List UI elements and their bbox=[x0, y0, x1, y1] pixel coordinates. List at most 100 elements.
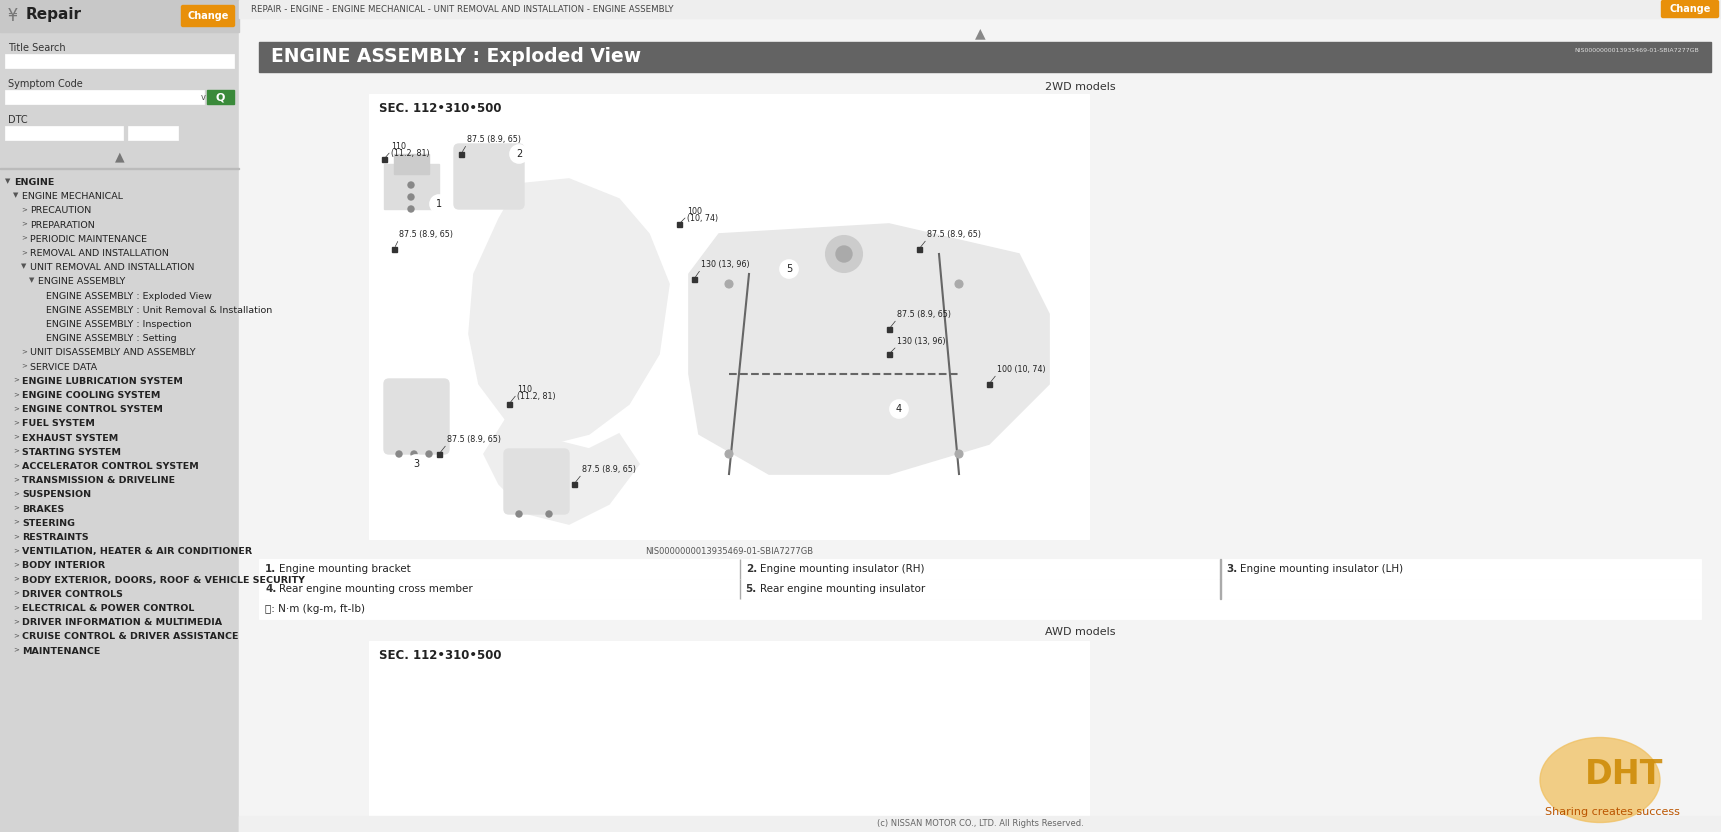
Text: Rear engine mounting insulator: Rear engine mounting insulator bbox=[759, 584, 924, 594]
Bar bbox=[692, 276, 697, 281]
Circle shape bbox=[396, 451, 403, 457]
Circle shape bbox=[546, 511, 552, 517]
Bar bbox=[239, 816, 1721, 832]
Bar bbox=[258, 42, 1711, 72]
Bar bbox=[5, 54, 234, 68]
Text: STARTING SYSTEM: STARTING SYSTEM bbox=[22, 448, 120, 457]
Text: >: > bbox=[21, 249, 28, 255]
Text: (11.2, 81): (11.2, 81) bbox=[516, 392, 556, 401]
Text: 87.5 (8.9, 65): 87.5 (8.9, 65) bbox=[928, 230, 981, 239]
Circle shape bbox=[725, 280, 733, 288]
Text: ENGINE ASSEMBLY : Unit Removal & Installation: ENGINE ASSEMBLY : Unit Removal & Install… bbox=[46, 306, 272, 314]
Text: SERVICE DATA: SERVICE DATA bbox=[29, 363, 96, 372]
Text: REMOVAL AND INSTALLATION: REMOVAL AND INSTALLATION bbox=[29, 249, 169, 258]
Text: PRECAUTION: PRECAUTION bbox=[29, 206, 91, 215]
Text: >: > bbox=[14, 490, 19, 497]
Text: >: > bbox=[14, 604, 19, 610]
Text: REPAIR - ENGINE - ENGINE MECHANICAL - UNIT REMOVAL AND INSTALLATION - ENGINE ASS: REPAIR - ENGINE - ENGINE MECHANICAL - UN… bbox=[251, 4, 673, 13]
Text: Repair: Repair bbox=[26, 7, 83, 22]
Text: NIS0000000013935469-01-SBIA7277GB: NIS0000000013935469-01-SBIA7277GB bbox=[645, 547, 812, 556]
Text: ENGINE ASSEMBLY: ENGINE ASSEMBLY bbox=[38, 277, 126, 286]
Text: DHT: DHT bbox=[1585, 759, 1664, 791]
FancyBboxPatch shape bbox=[384, 379, 449, 454]
Bar bbox=[886, 351, 891, 356]
Circle shape bbox=[725, 450, 733, 458]
Bar bbox=[239, 0, 1721, 832]
FancyBboxPatch shape bbox=[454, 144, 523, 209]
Bar bbox=[5, 126, 122, 140]
Text: ▼: ▼ bbox=[14, 192, 19, 198]
Bar bbox=[382, 156, 387, 161]
Bar bbox=[0, 0, 239, 32]
Text: PREPARATION: PREPARATION bbox=[29, 220, 95, 230]
Text: >: > bbox=[21, 363, 28, 369]
Bar bbox=[384, 164, 439, 209]
Text: v: v bbox=[201, 92, 205, 102]
Text: 2: 2 bbox=[516, 149, 521, 159]
Text: 2WD models: 2WD models bbox=[1045, 82, 1115, 92]
Bar bbox=[986, 382, 991, 387]
Polygon shape bbox=[470, 179, 669, 444]
Text: 3: 3 bbox=[413, 459, 418, 469]
Text: >: > bbox=[14, 562, 19, 567]
Polygon shape bbox=[688, 224, 1050, 474]
Text: ENGINE: ENGINE bbox=[14, 178, 55, 187]
Bar bbox=[571, 482, 577, 487]
Text: >: > bbox=[14, 462, 19, 468]
Text: >: > bbox=[14, 576, 19, 582]
Text: DRIVER CONTROLS: DRIVER CONTROLS bbox=[22, 590, 122, 599]
Circle shape bbox=[427, 451, 432, 457]
Text: >: > bbox=[14, 391, 19, 397]
Text: 2.: 2. bbox=[745, 564, 757, 574]
Text: 87.5 (8.9, 65): 87.5 (8.9, 65) bbox=[897, 310, 952, 319]
Text: AWD models: AWD models bbox=[1045, 627, 1115, 637]
Text: 5.: 5. bbox=[745, 584, 757, 594]
Text: ▼: ▼ bbox=[21, 263, 26, 270]
Text: 1: 1 bbox=[435, 199, 442, 209]
Circle shape bbox=[836, 246, 852, 262]
Text: >: > bbox=[21, 220, 28, 226]
Text: NIS0000000013935469-01-SBIA7277GB: NIS0000000013935469-01-SBIA7277GB bbox=[1575, 48, 1699, 53]
Circle shape bbox=[430, 195, 447, 213]
Text: Engine mounting insulator (RH): Engine mounting insulator (RH) bbox=[759, 564, 924, 574]
Bar bbox=[676, 221, 682, 226]
Text: Rear engine mounting cross member: Rear engine mounting cross member bbox=[279, 584, 473, 594]
Text: ENGINE ASSEMBLY : Setting: ENGINE ASSEMBLY : Setting bbox=[46, 334, 177, 343]
Text: ENGINE ASSEMBLY : Exploded View: ENGINE ASSEMBLY : Exploded View bbox=[46, 291, 212, 300]
Bar bbox=[258, 559, 1700, 579]
Text: 4: 4 bbox=[897, 404, 902, 414]
FancyBboxPatch shape bbox=[504, 449, 570, 514]
Text: ENGINE COOLING SYSTEM: ENGINE COOLING SYSTEM bbox=[22, 391, 160, 400]
Text: BODY INTERIOR: BODY INTERIOR bbox=[22, 562, 105, 571]
Text: 5: 5 bbox=[786, 264, 792, 274]
Text: >: > bbox=[14, 405, 19, 411]
Circle shape bbox=[955, 450, 964, 458]
Text: ELECTRICAL & POWER CONTROL: ELECTRICAL & POWER CONTROL bbox=[22, 604, 194, 613]
Bar bbox=[391, 246, 396, 251]
Text: >: > bbox=[21, 235, 28, 240]
Text: ▼: ▼ bbox=[29, 277, 34, 284]
Text: BODY EXTERIOR, DOORS, ROOF & VEHICLE SECURITY: BODY EXTERIOR, DOORS, ROOF & VEHICLE SEC… bbox=[22, 576, 305, 585]
Text: (c) NISSAN MOTOR CO., LTD. All Rights Reserved.: (c) NISSAN MOTOR CO., LTD. All Rights Re… bbox=[876, 820, 1084, 829]
Bar bbox=[207, 90, 234, 104]
Text: >: > bbox=[14, 448, 19, 453]
Text: SEC. 112•310•500: SEC. 112•310•500 bbox=[379, 649, 501, 662]
Text: CRUISE CONTROL & DRIVER ASSISTANCE: CRUISE CONTROL & DRIVER ASSISTANCE bbox=[22, 632, 239, 641]
Text: 100 (10, 74): 100 (10, 74) bbox=[996, 365, 1046, 374]
Text: UNIT REMOVAL AND INSTALLATION: UNIT REMOVAL AND INSTALLATION bbox=[29, 263, 194, 272]
Text: 87.5 (8.9, 65): 87.5 (8.9, 65) bbox=[466, 135, 521, 144]
Text: >: > bbox=[14, 377, 19, 383]
Text: BRAKES: BRAKES bbox=[22, 504, 64, 513]
Circle shape bbox=[509, 145, 528, 163]
Text: PERIODIC MAINTENANCE: PERIODIC MAINTENANCE bbox=[29, 235, 146, 244]
Text: 110: 110 bbox=[516, 385, 532, 394]
Circle shape bbox=[516, 511, 521, 517]
Text: >: > bbox=[14, 476, 19, 483]
Text: ENGINE CONTROL SYSTEM: ENGINE CONTROL SYSTEM bbox=[22, 405, 163, 414]
Text: 87.5 (8.9, 65): 87.5 (8.9, 65) bbox=[399, 230, 453, 239]
Polygon shape bbox=[484, 414, 638, 524]
Text: ▲: ▲ bbox=[974, 26, 986, 40]
Text: ACCELERATOR CONTROL SYSTEM: ACCELERATOR CONTROL SYSTEM bbox=[22, 462, 198, 471]
Text: SEC. 112•310•500: SEC. 112•310•500 bbox=[379, 102, 501, 115]
Text: >: > bbox=[14, 632, 19, 638]
